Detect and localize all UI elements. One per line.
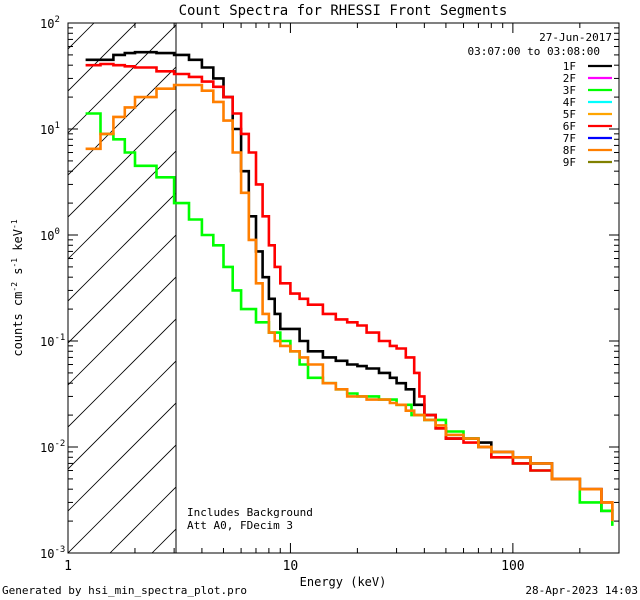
y-axis-label-exp2: -1 [10, 258, 19, 268]
hatch-line [68, 24, 176, 134]
hatch-line [68, 150, 176, 260]
axis-ticks [67, 22, 620, 554]
hatch-line [68, 108, 176, 218]
hatch-line [68, 192, 176, 302]
hatch-line [68, 66, 176, 176]
footer-date: 28-Apr-2023 14:03 [525, 584, 638, 597]
hatch-line [614, 23, 640, 553]
hatch-line [236, 23, 640, 553]
hatch-line [68, 234, 176, 344]
y-tick-label--3: 10-3 [40, 545, 65, 561]
hatch-line [68, 444, 176, 553]
legend-label-3f: 3F [563, 84, 576, 97]
plot-frame [67, 22, 620, 554]
series-line-8f [85, 83, 614, 522]
series-line-6f [85, 62, 614, 511]
y-axis-label-base: counts cm [11, 292, 25, 357]
hatch-line [109, 486, 176, 553]
legend-label-6f: 6F [563, 120, 576, 133]
y-axis-label-exp3: -1 [10, 219, 19, 229]
series-line-1f [85, 50, 614, 522]
legend-label-9f: 9F [563, 156, 576, 169]
x-tick-label-10: 10 [283, 559, 299, 574]
footer-generated-by: Generated by hsi_min_spectra_plot.pro [2, 584, 247, 597]
y-axis-label-end: keV [11, 229, 25, 258]
y-axis-label: counts cm-2 s-1 keV-1 [10, 219, 25, 356]
legend-label-5f: 5F [563, 108, 576, 121]
hatch-line [68, 402, 176, 512]
y-tick-label-2: 102 [40, 15, 60, 31]
date-text: 27-Jun-2017 [539, 31, 612, 44]
y-tick-label-1: 101 [40, 121, 60, 137]
annotation-attenuator: Att A0, FDecim 3 [187, 519, 293, 532]
chart-title: Count Spectra for RHESSI Front Segments [179, 3, 508, 19]
x-axis-label: Energy (keV) [300, 575, 387, 589]
y-axis-label-mid: s [11, 268, 25, 282]
hatch-line [530, 23, 640, 553]
legend-label-2f: 2F [563, 72, 576, 85]
y-tick-label-0: 100 [40, 227, 60, 243]
legend-label-7f: 7F [563, 132, 576, 145]
hatch-line [68, 360, 176, 470]
background-hatched-region [0, 23, 640, 553]
hatch-line [68, 276, 176, 386]
y-tick-label--2: 10-2 [40, 439, 65, 455]
hatch-line [0, 23, 10, 553]
hatch-line [278, 23, 640, 553]
legend-label-4f: 4F [563, 96, 576, 109]
y-axis-label-exp1: -2 [10, 282, 19, 292]
hatch-line [68, 318, 176, 428]
time-range-text: 03:07:00 to 03:08:00 [468, 45, 600, 58]
hatch-line [0, 23, 52, 553]
annotation-background: Includes Background [187, 506, 313, 519]
y-tick-label--1: 10-1 [40, 333, 65, 349]
x-tick-label-100: 100 [501, 559, 524, 574]
legend-label-8f: 8F [563, 144, 576, 157]
x-tick-label-1: 1 [64, 559, 72, 574]
legend-label-1f: 1F [563, 60, 576, 73]
